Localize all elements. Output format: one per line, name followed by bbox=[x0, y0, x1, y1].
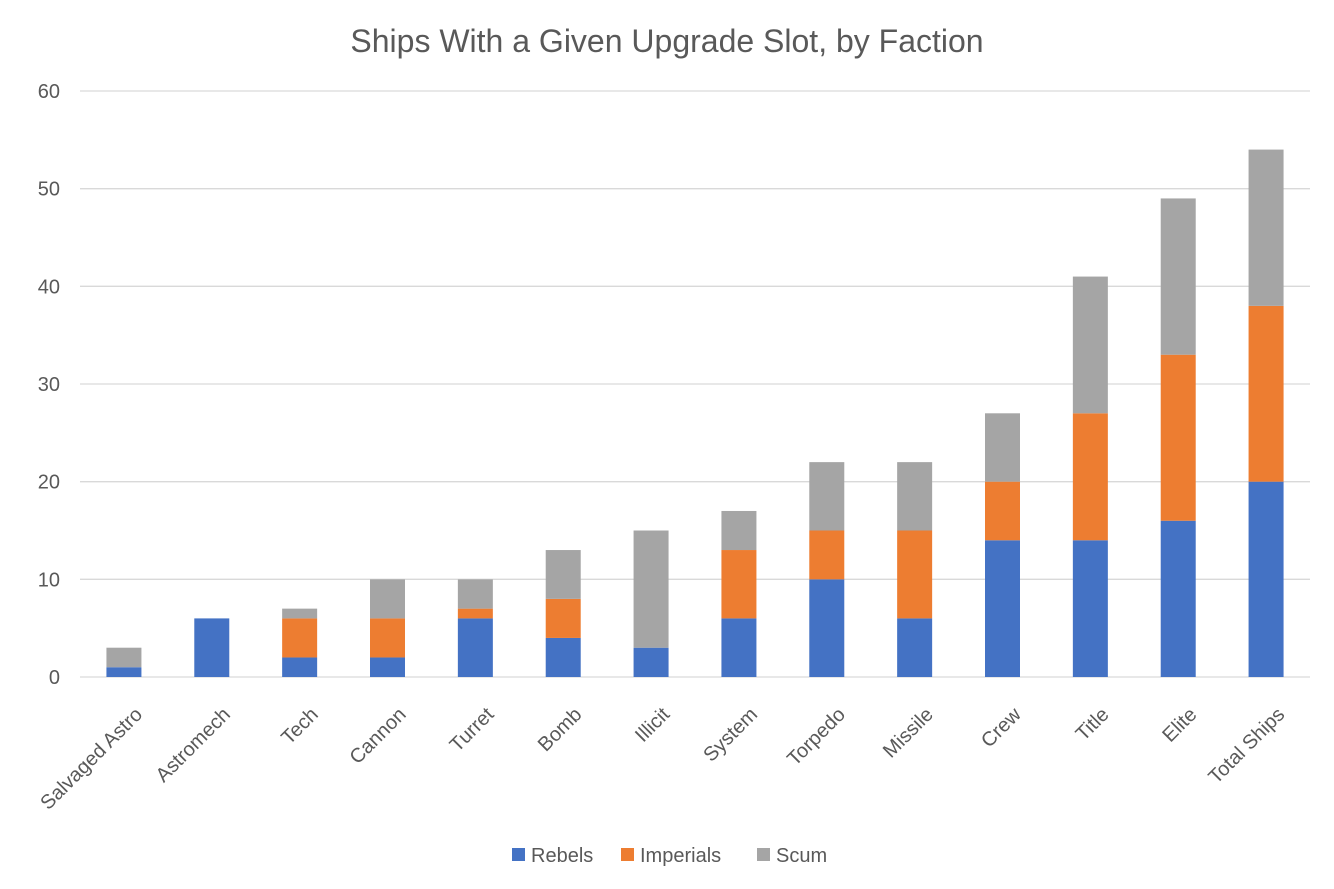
x-tick-label-group: Missile bbox=[879, 704, 938, 763]
x-tick-label: Torpedo bbox=[783, 704, 850, 771]
bar-segment-rebels bbox=[194, 618, 230, 677]
y-tick-label: 20 bbox=[38, 472, 60, 494]
bar-segment-scum bbox=[106, 647, 142, 668]
bar-segment-imperials bbox=[1160, 354, 1196, 521]
x-tick-label-group: Torpedo bbox=[783, 704, 850, 771]
bar-segment-imperials bbox=[809, 530, 845, 580]
bar-segment-imperials bbox=[1248, 305, 1284, 482]
bar-segment-imperials bbox=[370, 618, 405, 658]
x-tick-label-group: Crew bbox=[977, 703, 1026, 752]
chart-title: Ships With a Given Upgrade Slot, by Fact… bbox=[350, 23, 983, 59]
bar-segment-scum bbox=[897, 462, 933, 531]
bar-segment-rebels bbox=[282, 657, 318, 677]
legend-label-imperials: Imperials bbox=[640, 845, 721, 867]
x-tick-label: Crew bbox=[977, 703, 1026, 752]
bar-segment-imperials bbox=[897, 530, 933, 619]
bar-segment-rebels bbox=[1160, 520, 1196, 677]
gridlines bbox=[80, 90, 1310, 678]
bar-segment-rebels bbox=[1248, 481, 1284, 677]
bar-segment-rebels bbox=[457, 618, 493, 677]
bar-segment-scum bbox=[545, 550, 581, 599]
bar-segment-rebels bbox=[897, 618, 933, 677]
bar-segment-rebels bbox=[106, 667, 142, 677]
bar-segment-scum bbox=[633, 530, 669, 648]
x-tick-label-group: Turret bbox=[446, 703, 499, 756]
bar-segment-rebels bbox=[545, 637, 581, 677]
bar-segment-imperials bbox=[721, 550, 757, 619]
bars bbox=[106, 149, 1284, 677]
x-tick-label-group: Total Ships bbox=[1204, 704, 1289, 789]
bar-segment-imperials bbox=[282, 618, 318, 658]
x-tick-label-group: Elite bbox=[1158, 704, 1201, 747]
bar-segment-scum bbox=[1160, 198, 1196, 355]
x-tick-label-group: Illicit bbox=[631, 703, 674, 746]
x-tick-label: Illicit bbox=[631, 703, 674, 746]
legend-swatch-rebels bbox=[512, 848, 525, 861]
bar-segment-scum bbox=[985, 413, 1020, 482]
legend: Rebels Imperials Scum bbox=[512, 845, 827, 867]
y-axis-ticks: 0 10 20 30 40 50 60 bbox=[38, 81, 60, 689]
y-tick-label: 10 bbox=[38, 569, 60, 591]
bar-segment-imperials bbox=[457, 608, 493, 619]
y-tick-label: 60 bbox=[38, 81, 60, 103]
legend-label-rebels: Rebels bbox=[531, 845, 593, 867]
legend-swatch-imperials bbox=[621, 848, 634, 861]
bar-segment-rebels bbox=[370, 657, 405, 677]
bar-segment-rebels bbox=[809, 579, 845, 677]
bar-segment-scum bbox=[721, 510, 757, 551]
x-tick-label-group: Bomb bbox=[534, 704, 587, 757]
bar-segment-scum bbox=[1248, 149, 1284, 306]
bar-segment-scum bbox=[370, 579, 405, 619]
x-tick-label: Bomb bbox=[534, 704, 587, 757]
x-tick-label: Salvaged Astro bbox=[36, 704, 147, 815]
x-tick-label-group: Astromech bbox=[152, 704, 235, 787]
x-tick-label: System bbox=[699, 704, 762, 767]
x-tick-label-group: System bbox=[699, 704, 762, 767]
x-tick-label: Tech bbox=[277, 704, 322, 749]
y-tick-label: 50 bbox=[38, 179, 60, 201]
x-tick-label: Astromech bbox=[152, 704, 235, 787]
bar-segment-imperials bbox=[1072, 413, 1108, 541]
bar-segment-rebels bbox=[721, 618, 757, 677]
x-tick-label-group: Cannon bbox=[346, 704, 411, 769]
y-tick-label: 30 bbox=[38, 374, 60, 396]
legend-swatch-scum bbox=[757, 848, 770, 861]
legend-label-scum: Scum bbox=[776, 845, 827, 867]
x-tick-label: Elite bbox=[1158, 704, 1201, 747]
bar-segment-rebels bbox=[1072, 540, 1108, 677]
bar-segment-scum bbox=[282, 608, 318, 619]
bar-segment-imperials bbox=[985, 481, 1020, 541]
bar-segment-scum bbox=[1072, 276, 1108, 414]
x-tick-label-group: Tech bbox=[277, 704, 322, 749]
bar-segment-rebels bbox=[985, 540, 1020, 677]
x-tick-label: Title bbox=[1072, 704, 1114, 746]
y-tick-label: 0 bbox=[49, 667, 60, 689]
bar-segment-imperials bbox=[545, 598, 581, 638]
x-tick-label: Cannon bbox=[346, 704, 411, 769]
y-tick-label: 40 bbox=[38, 276, 60, 298]
x-axis-ticks: Salvaged Astro Astromech Tech Cannon Turret B… bbox=[36, 703, 1289, 814]
x-tick-label: Total Ships bbox=[1204, 704, 1289, 789]
bar-segment-rebels bbox=[633, 647, 669, 677]
x-tick-label-group: Salvaged Astro bbox=[36, 704, 147, 815]
bar-segment-scum bbox=[809, 462, 845, 531]
x-tick-label: Missile bbox=[879, 704, 938, 763]
x-tick-label: Turret bbox=[446, 703, 499, 756]
x-tick-label-group: Title bbox=[1072, 704, 1114, 746]
bar-segment-scum bbox=[457, 579, 493, 609]
